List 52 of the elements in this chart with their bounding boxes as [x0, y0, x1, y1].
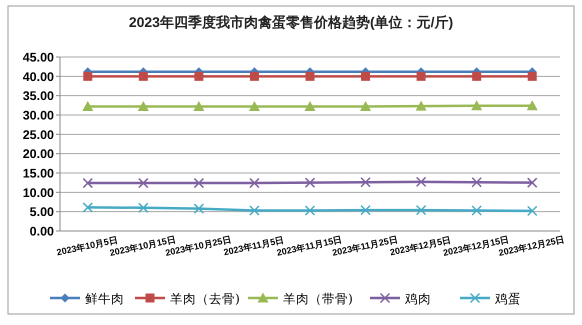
point [249, 205, 260, 216]
point [194, 203, 204, 214]
y-tick-label: 45.00 [22, 50, 54, 64]
y-tick-label: 40.00 [22, 70, 54, 84]
point [138, 72, 148, 81]
point [526, 100, 538, 110]
legend-label: 鸡肉 [404, 291, 431, 306]
point [526, 177, 538, 188]
point [304, 205, 316, 216]
chart-title: 2023年四季度我市肉禽蛋零售价格趋势(单位：元/斤) [128, 14, 454, 30]
legend-label: 羊肉（去骨) [170, 291, 240, 306]
point [82, 178, 94, 188]
point [306, 72, 314, 81]
point [526, 206, 538, 216]
point [471, 205, 482, 216]
point [138, 178, 149, 188]
point [471, 177, 482, 188]
y-tick-label: 30.00 [22, 108, 54, 122]
point [416, 72, 426, 81]
y-tick-label: 10.00 [22, 186, 54, 200]
point [416, 204, 426, 216]
point [416, 100, 427, 111]
point [416, 176, 426, 188]
legend-label: 鲜牛肉 [85, 291, 124, 306]
point [360, 204, 371, 216]
point [528, 72, 537, 81]
point [471, 100, 482, 110]
point [361, 72, 370, 81]
point [194, 72, 204, 81]
y-tick-label: 0.00 [30, 224, 54, 238]
y-tick-label: 35.00 [22, 89, 54, 104]
point [83, 72, 92, 81]
y-tick-label: 20.00 [22, 147, 54, 162]
point [82, 100, 94, 111]
point [194, 178, 204, 188]
y-tick-label: 5.00 [30, 205, 54, 220]
y-tick-label: 25.00 [22, 128, 54, 142]
point [138, 202, 149, 214]
point [472, 72, 482, 81]
point [82, 202, 94, 213]
point [138, 100, 149, 111]
point [360, 177, 371, 188]
point [250, 72, 259, 81]
point [248, 100, 260, 111]
legend-label: 鸡蛋 [494, 291, 521, 306]
point [360, 100, 372, 111]
point [249, 178, 260, 188]
legend-label: 羊肉（带骨) [283, 291, 353, 306]
point [193, 100, 204, 111]
y-tick-label: 15.00 [22, 166, 54, 180]
point [304, 177, 316, 188]
point [304, 100, 316, 111]
